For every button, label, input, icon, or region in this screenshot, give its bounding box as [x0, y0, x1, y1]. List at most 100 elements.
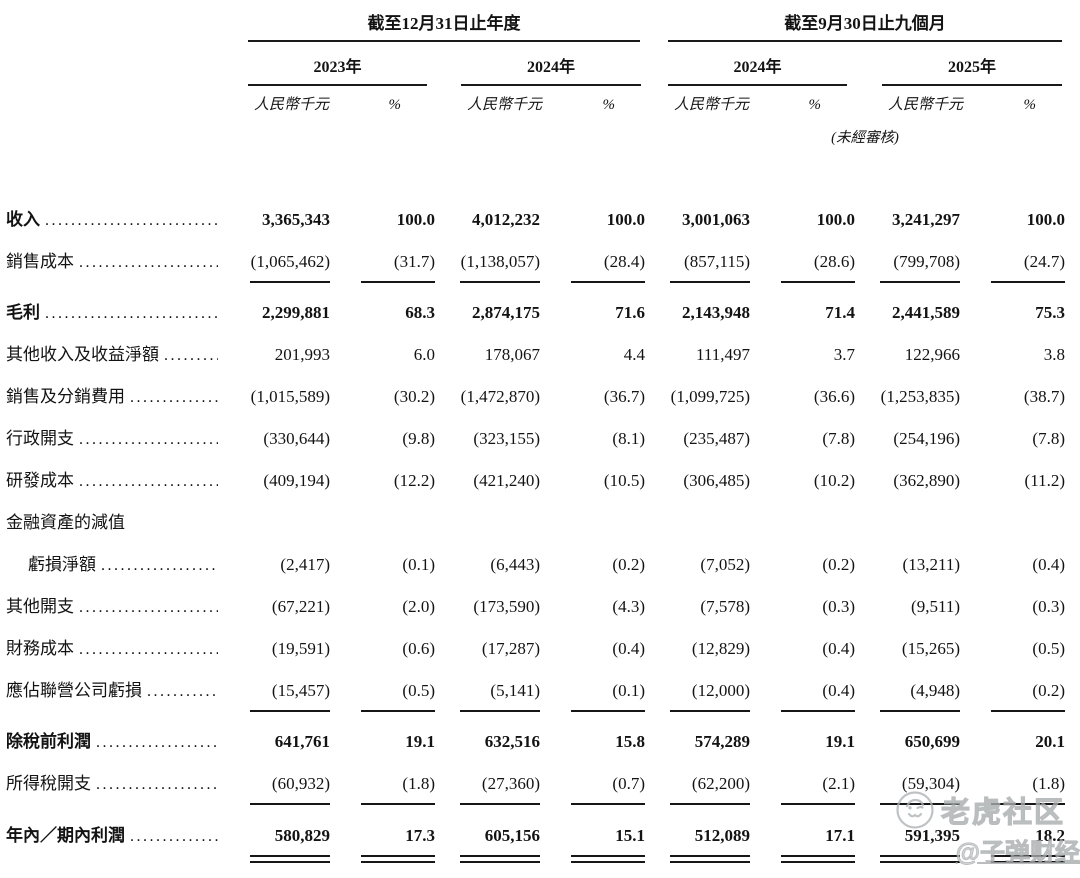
table-row: 其他收入及收益淨額 201,993 6.0 178,067 4.4 111,49…: [0, 334, 1065, 376]
table-row: 行政開支 (330,644) (9.8) (323,155) (8.1) (23…: [0, 418, 1065, 460]
cell-value: (5,141): [435, 670, 540, 712]
table-row: 虧損淨額 (2,417) (0.1) (6,443) (0.2) (7,052)…: [0, 544, 1065, 586]
cell-value: (7,052): [700, 555, 750, 574]
year-label-2024-9m: 2024年: [733, 59, 782, 76]
cell-value: (15,265): [901, 639, 960, 658]
cell-value: 17.1: [750, 815, 855, 863]
cell-value: (799,708): [855, 241, 960, 283]
tiger-logo-icon: [896, 791, 934, 829]
watermark-handle: @子弹财经: [955, 839, 1080, 868]
year-label-2025-9m: 2025年: [947, 59, 996, 76]
cell-value: [960, 502, 1065, 544]
cell-value: [435, 502, 540, 544]
cell-value: (10.5): [603, 471, 645, 490]
cell-value: (28.6): [750, 241, 855, 283]
cell-value: (12,829): [691, 639, 750, 658]
unaudited-note: (未經審核): [831, 130, 899, 146]
cell-value: [645, 502, 750, 544]
cell-value: 122,966: [904, 345, 960, 364]
row-label: 其他開支: [0, 586, 232, 628]
dot-leader: [79, 628, 218, 670]
cell-value: 68.3: [405, 303, 435, 322]
cell-value: (19,591): [271, 639, 330, 658]
cell-value: (306,485): [683, 471, 750, 490]
cell-value: 6.0: [413, 345, 435, 364]
cell-value: (0.4): [612, 639, 645, 658]
cell-value: (362,890): [893, 471, 960, 490]
cell-value: (1,099,725): [670, 387, 750, 406]
cell-value: 2,299,881: [262, 303, 330, 322]
cell-value: 2,874,175: [472, 303, 540, 322]
dot-leader: [79, 460, 218, 502]
header-rule: [668, 40, 1062, 42]
row-label: 年內／期內利潤: [0, 815, 232, 857]
cell-value: 3.7: [833, 345, 855, 364]
cell-value: (6,443): [490, 555, 540, 574]
cell-value: (0.3): [822, 597, 855, 616]
cell-value: 100.0: [396, 210, 435, 229]
dot-leader: [79, 586, 218, 628]
cell-value: (2.1): [750, 763, 855, 805]
watermark-brand-row: 老虎社区: [894, 789, 1080, 831]
table-row: 銷售及分銷費用 (1,015,589) (30.2) (1,472,870) (…: [0, 376, 1065, 418]
cell-value: (15,457): [232, 670, 330, 712]
row-label: 銷售及分銷費用: [0, 376, 232, 418]
cell-value: 111,497: [696, 345, 750, 364]
cell-value: (235,487): [683, 429, 750, 448]
dot-leader: [79, 241, 218, 283]
cell-value: (0.4): [822, 639, 855, 658]
cell-value: (2.0): [402, 597, 435, 616]
dot-leader: [79, 418, 218, 460]
row-label: 其他收入及收益淨額: [0, 334, 232, 376]
cell-value: (38.7): [1023, 387, 1065, 406]
cell-value: (9,511): [911, 597, 960, 616]
cell-value: 178,067: [484, 345, 540, 364]
cell-value: (173,590): [473, 597, 540, 616]
dot-leader: [130, 376, 218, 418]
year-label-2024: 2024年: [526, 59, 575, 76]
row-label: 收入: [0, 199, 232, 241]
cell-value: (9.8): [402, 429, 435, 448]
cell-value: 201,993: [274, 345, 330, 364]
cell-value: (60,932): [232, 763, 330, 805]
dot-leader: [147, 670, 218, 712]
cell-value: [855, 502, 960, 544]
cell-value: [540, 502, 645, 544]
cell-value: (1,472,870): [460, 387, 540, 406]
column-units: 人民幣千元 %: [461, 93, 641, 114]
cell-value: (323,155): [473, 429, 540, 448]
table-row-section-label: 金融資產的減值: [0, 502, 1065, 544]
cell-value: (62,200): [645, 763, 750, 805]
unit-label: 人民幣千元: [674, 97, 750, 113]
cell-value: (1.8): [960, 763, 1065, 805]
row-label: 財務成本: [0, 628, 232, 670]
cell-value: 2,441,589: [892, 303, 960, 322]
table-row: 收入 3,365,343 100.0 4,012,232 100.0 3,001…: [0, 199, 1065, 241]
cell-value: 19.1: [825, 732, 855, 751]
row-label: 行政開支: [0, 418, 232, 460]
year-label-2023: 2023年: [313, 59, 362, 76]
percent-label: %: [602, 97, 616, 113]
cell-value: 2,143,948: [682, 303, 750, 322]
cell-value: (0.4): [1032, 555, 1065, 574]
cell-value: (330,644): [263, 429, 330, 448]
cell-value: (1,065,462): [232, 241, 330, 283]
watermark-brand: 老虎社区: [940, 796, 1066, 829]
cell-value: (409,194): [263, 471, 330, 490]
cell-value: 650,699: [904, 732, 960, 751]
percent-label: %: [808, 97, 822, 113]
table-row: 財務成本 (19,591) (0.6) (17,287) (0.4) (12,8…: [0, 628, 1065, 670]
cell-value: (421,240): [473, 471, 540, 490]
row-label: 銷售成本: [0, 241, 232, 283]
watermark: 老虎社区 @子弹财经: [894, 789, 1080, 869]
cell-value: [232, 502, 330, 544]
cell-value: (0.1): [540, 670, 645, 712]
column-units: 人民幣千元 %: [668, 93, 847, 114]
unit-label: 人民幣千元: [254, 97, 330, 113]
cell-value: (2,417): [280, 555, 330, 574]
cell-value: 17.3: [330, 815, 435, 863]
dot-leader: [96, 763, 218, 805]
table-row: 研發成本 (409,194) (12.2) (421,240) (10.5) (…: [0, 460, 1065, 502]
period-group-title-interim: 截至9月30日止九個月: [784, 14, 946, 33]
dot-leader: [45, 292, 218, 334]
